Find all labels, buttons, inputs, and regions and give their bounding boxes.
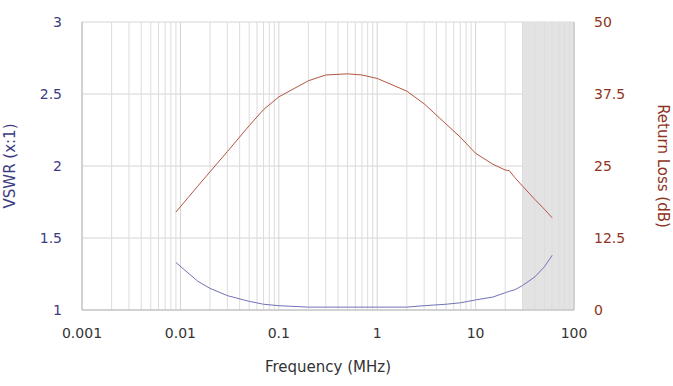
svg-text:1: 1 xyxy=(53,302,62,318)
svg-text:0: 0 xyxy=(594,302,603,318)
svg-text:0.1: 0.1 xyxy=(268,325,290,341)
svg-text:Frequency (MHz): Frequency (MHz) xyxy=(265,358,391,376)
svg-text:25: 25 xyxy=(594,158,612,174)
svg-text:Return Loss (dB): Return Loss (dB) xyxy=(654,104,665,228)
svg-text:2: 2 xyxy=(53,158,62,174)
svg-text:0.01: 0.01 xyxy=(165,325,196,341)
svg-text:1.5: 1.5 xyxy=(40,230,62,246)
svg-text:10: 10 xyxy=(467,325,485,341)
svg-text:100: 100 xyxy=(561,325,588,341)
svg-text:50: 50 xyxy=(594,14,612,30)
svg-text:VSWR (x:1): VSWR (x:1) xyxy=(8,124,19,209)
svg-text:12.5: 12.5 xyxy=(594,230,625,246)
svg-text:2.5: 2.5 xyxy=(40,86,62,102)
svg-text:1: 1 xyxy=(373,325,382,341)
svg-text:3: 3 xyxy=(53,14,62,30)
svg-text:0.001: 0.001 xyxy=(62,325,102,341)
svg-text:37.5: 37.5 xyxy=(594,86,625,102)
